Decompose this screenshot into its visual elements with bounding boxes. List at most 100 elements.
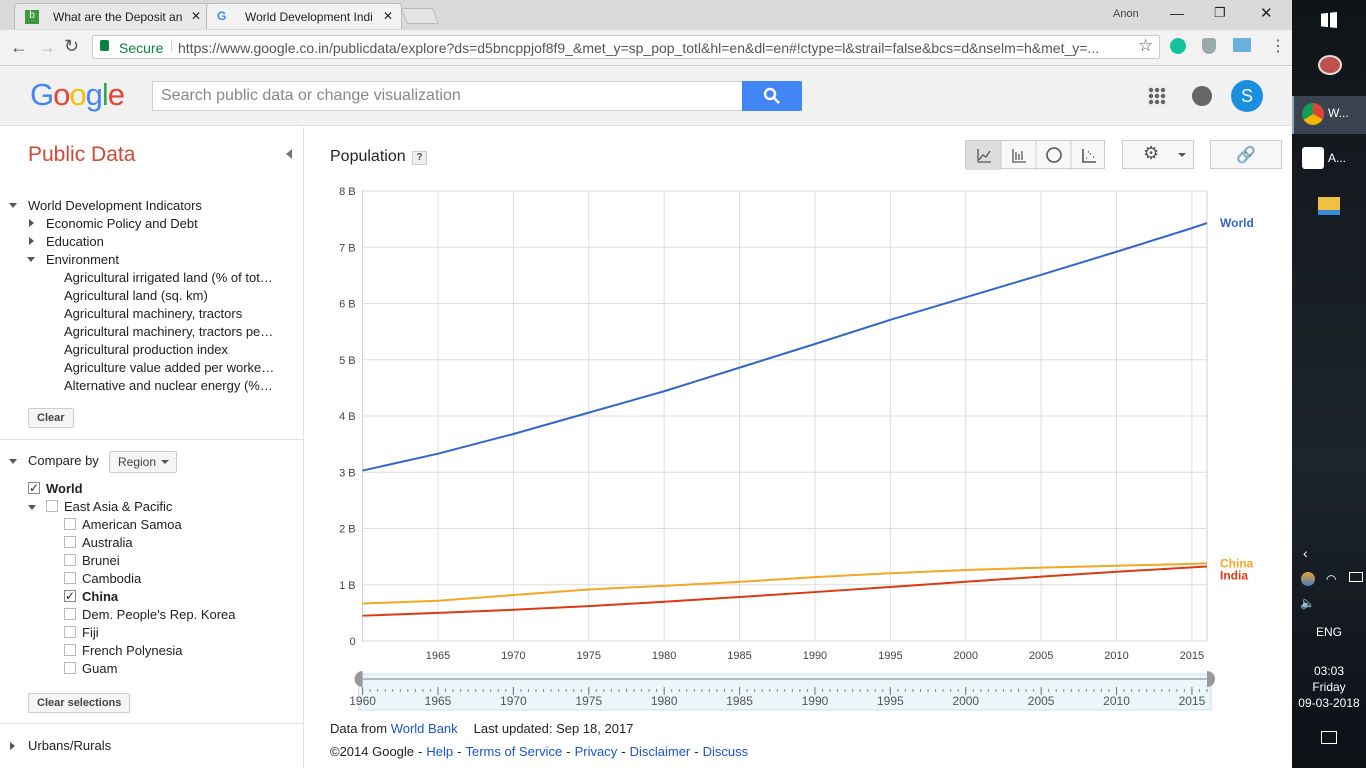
entity-label[interactable]: Guam bbox=[82, 661, 118, 676]
tab[interactable]: b What are the Deposit an ✕ bbox=[14, 3, 210, 29]
clear-button[interactable]: Clear bbox=[28, 408, 74, 428]
clear-selections[interactable]: Clear selections bbox=[28, 693, 131, 713]
entity-label[interactable]: French Polynesia bbox=[82, 643, 183, 658]
expander[interactable] bbox=[9, 203, 17, 212]
slider-handle[interactable] bbox=[1207, 671, 1215, 687]
tab[interactable]: G World Development Indi ✕ bbox=[206, 3, 402, 29]
checkbox[interactable] bbox=[64, 662, 76, 674]
tree-item[interactable]: Agricultural irrigated land (% of tot… bbox=[64, 270, 273, 285]
tree-category[interactable]: Environment bbox=[46, 252, 119, 267]
language[interactable]: ENG bbox=[1316, 625, 1343, 639]
back[interactable]: ← bbox=[10, 37, 28, 57]
volume[interactable]: 🔈 bbox=[1300, 596, 1315, 610]
minimize[interactable]: — bbox=[1170, 5, 1184, 21]
expander[interactable] bbox=[29, 237, 38, 245]
map-icon[interactable] bbox=[1046, 147, 1062, 163]
tree-item[interactable]: Agricultural machinery, tractors bbox=[64, 306, 243, 321]
source-link[interactable]: World Bank bbox=[390, 721, 458, 736]
entity-label[interactable]: China bbox=[82, 589, 119, 604]
tab-close[interactable]: ✕ bbox=[190, 9, 201, 23]
checkbox[interactable] bbox=[46, 500, 58, 512]
checkbox[interactable] bbox=[64, 572, 76, 584]
forward[interactable]: → bbox=[38, 37, 56, 57]
checkbox[interactable] bbox=[64, 626, 76, 638]
bar-icon[interactable] bbox=[1012, 149, 1026, 163]
start[interactable] bbox=[1321, 12, 1337, 28]
battery[interactable] bbox=[1349, 572, 1363, 582]
search-box[interactable] bbox=[152, 81, 744, 111]
checkbox[interactable] bbox=[64, 644, 76, 656]
entity-label[interactable]: World bbox=[46, 481, 83, 496]
scatter-icon[interactable] bbox=[1082, 149, 1096, 163]
footer-link[interactable]: Discuss bbox=[702, 744, 749, 759]
search-button[interactable] bbox=[742, 81, 802, 111]
tree-item[interactable]: Agricultural land (sq. km) bbox=[64, 288, 208, 303]
account-avatar[interactable]: S bbox=[1231, 80, 1263, 112]
expander[interactable] bbox=[29, 219, 38, 227]
app-icon bbox=[1302, 147, 1324, 169]
explorer[interactable] bbox=[1318, 197, 1340, 215]
footer-link[interactable]: Privacy bbox=[574, 744, 618, 759]
entity-label[interactable]: East Asia & Pacific bbox=[64, 499, 173, 514]
slider-handle[interactable] bbox=[354, 671, 363, 687]
logo-letter: g bbox=[85, 77, 103, 112]
notifications[interactable] bbox=[1192, 86, 1212, 106]
y-tick-label: 4 B bbox=[339, 411, 356, 423]
entity-label[interactable]: Dem. People's Rep. Korea bbox=[82, 607, 236, 622]
checkbox[interactable] bbox=[64, 554, 76, 566]
logo-letter: l bbox=[101, 77, 109, 112]
entity-label[interactable]: American Samoa bbox=[82, 517, 182, 532]
entity-label[interactable]: Fiji bbox=[82, 625, 99, 640]
tree-item[interactable]: Agriculture value added per worke… bbox=[64, 360, 275, 375]
omnibox[interactable] bbox=[92, 35, 1160, 59]
action-center[interactable] bbox=[1321, 731, 1337, 744]
tree-item[interactable]: Agricultural production index bbox=[64, 342, 229, 357]
clock[interactable]: 03:03 Friday 09-03-2018 bbox=[1292, 663, 1366, 711]
menu[interactable]: ⋮ bbox=[1270, 38, 1286, 55]
expander[interactable] bbox=[28, 505, 36, 514]
expander[interactable] bbox=[10, 742, 19, 750]
maximize[interactable]: ❐ bbox=[1214, 5, 1226, 20]
checkbox[interactable] bbox=[64, 536, 76, 548]
entity-label[interactable]: Cambodia bbox=[82, 571, 142, 586]
close[interactable]: ✕ bbox=[1260, 5, 1273, 22]
checkbox[interactable] bbox=[64, 518, 76, 530]
chrome-icon bbox=[1302, 103, 1324, 125]
tray-expand[interactable]: ‹ bbox=[1303, 545, 1308, 561]
tree-item[interactable]: Alternative and nuclear energy (%… bbox=[64, 378, 273, 393]
footer-link[interactable]: Terms of Service bbox=[465, 744, 563, 759]
region-dropdown[interactable]: Region bbox=[109, 451, 178, 473]
slider-label: 1975 bbox=[575, 694, 602, 708]
slider-label: 2005 bbox=[1028, 694, 1055, 708]
checkbox[interactable]: ✓ bbox=[64, 589, 76, 603]
collapse[interactable] bbox=[286, 149, 292, 159]
footer-link[interactable]: Disclaimer bbox=[629, 744, 691, 759]
reload[interactable]: ↻ bbox=[64, 36, 80, 56]
checkbox[interactable] bbox=[64, 608, 76, 620]
apps[interactable] bbox=[1148, 87, 1166, 105]
tree-category[interactable]: Economic Policy and Debt bbox=[46, 216, 198, 231]
tab-close[interactable]: ✕ bbox=[382, 9, 393, 23]
tree-item[interactable]: Agricultural machinery, tractors pe… bbox=[64, 324, 274, 339]
wifi[interactable]: ◠ bbox=[1326, 572, 1337, 586]
checkbox[interactable]: ✓ bbox=[28, 481, 40, 495]
expander[interactable] bbox=[27, 257, 35, 266]
taskbar-app[interactable] bbox=[1318, 55, 1342, 75]
tree-root[interactable]: World Development Indicators bbox=[28, 198, 202, 213]
tree-category[interactable]: Education bbox=[46, 234, 104, 249]
logo-letter: G bbox=[30, 77, 54, 112]
footer-link[interactable]: Help bbox=[426, 744, 454, 759]
y-tick-label: 0 bbox=[349, 636, 355, 648]
extension[interactable] bbox=[1170, 38, 1186, 54]
entity-label[interactable]: Brunei bbox=[82, 553, 120, 568]
help[interactable]: ? bbox=[412, 151, 427, 165]
extension[interactable] bbox=[1202, 38, 1216, 54]
link-button[interactable]: 🔗 bbox=[1210, 140, 1282, 169]
new-tab[interactable] bbox=[401, 8, 439, 24]
entity-label[interactable]: Australia bbox=[82, 535, 133, 550]
extension[interactable] bbox=[1233, 38, 1251, 52]
y-tick-label: 1 B bbox=[339, 580, 356, 592]
settings[interactable]: ⚙ bbox=[1122, 140, 1194, 169]
expander[interactable] bbox=[9, 459, 17, 468]
bookmark-star[interactable]: ☆ bbox=[1138, 36, 1154, 55]
